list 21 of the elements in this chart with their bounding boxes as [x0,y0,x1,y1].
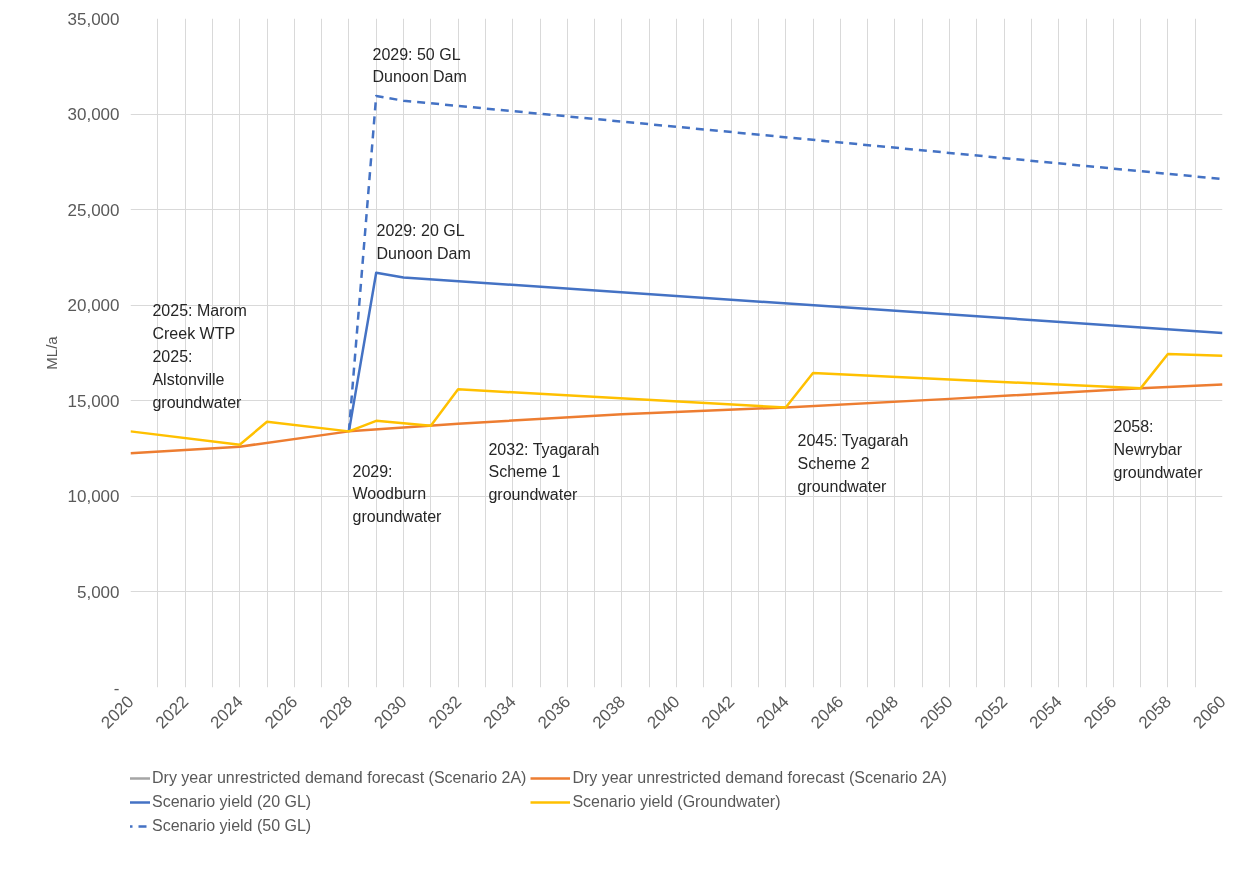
legend-label: Dry year unrestricted demand forecast (Scenario 2A) [152,769,527,787]
y-tick-label: 25,000 [67,200,120,220]
y-tick-label: - [113,678,120,698]
legend-label: Scenario yield (20 GL) [152,793,312,811]
annotation: 2029: 20 GL Dunoon Dam [376,222,471,263]
annotation: 2025: Marom Creek WTP 2025: Alstonville groundwater [152,302,247,412]
y-tick-label: 10,000 [67,487,120,507]
annotation: 2029: 50 GL Dunoon Dam [372,45,467,86]
legend-label: Scenario yield (Groundwater) [572,793,781,811]
y-tick-label: 5,000 [76,582,120,602]
y-axis-title: ML/a [42,335,60,370]
annotation: 2029: Woodburn groundwater [352,462,443,526]
legend-label: Scenario yield (50 GL) [152,817,312,835]
y-tick-label: 15,000 [67,391,120,411]
annotation: 2032: Tyagarah Scheme 1 groundwater [488,440,600,504]
legend-label: Dry year unrestricted demand forecast (Scenario 2A) [572,769,947,787]
y-tick-label: 30,000 [67,105,120,125]
annotation: 2058: Newrybar groundwater [1113,418,1204,482]
annotation: 2045: Tyagarah Scheme 2 groundwater [797,432,909,496]
y-tick-label: 35,000 [67,9,120,29]
y-tick-label: 20,000 [67,296,120,316]
